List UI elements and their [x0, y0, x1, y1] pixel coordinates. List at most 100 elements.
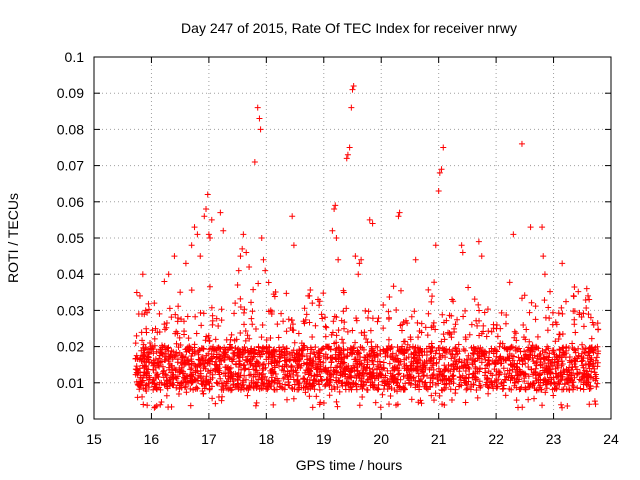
data-point [468, 321, 475, 328]
data-point [534, 355, 541, 362]
data-point [456, 381, 463, 388]
data-point [248, 379, 255, 386]
data-point [359, 385, 366, 392]
data-point [552, 365, 559, 372]
data-point [326, 392, 333, 399]
data-point [369, 358, 376, 365]
data-point [369, 220, 376, 227]
data-point [508, 343, 515, 350]
data-point [432, 242, 439, 249]
data-point [335, 327, 342, 334]
data-point [289, 213, 296, 220]
data-point [212, 336, 219, 343]
data-point [258, 334, 265, 341]
data-point [310, 382, 317, 389]
data-point [153, 402, 160, 409]
data-point [515, 404, 522, 411]
data-point [139, 271, 146, 278]
data-point [485, 384, 492, 391]
data-point [360, 366, 367, 373]
data-point [306, 360, 313, 367]
data-point [557, 347, 564, 354]
data-point [462, 307, 469, 314]
data-point [436, 392, 443, 399]
data-point [405, 354, 412, 361]
data-point [448, 396, 455, 403]
data-point [213, 315, 220, 322]
data-point [350, 82, 357, 89]
data-point [364, 359, 371, 366]
data-point [344, 151, 351, 158]
data-point [200, 390, 207, 397]
data-point [571, 360, 578, 367]
data-point [236, 351, 243, 358]
data-point [385, 316, 392, 323]
data-point [283, 396, 290, 403]
data-point [335, 355, 342, 362]
data-point [218, 380, 225, 387]
data-point [250, 286, 257, 293]
data-point [495, 357, 502, 364]
data-point [338, 354, 345, 361]
data-point [313, 366, 320, 373]
data-point [515, 354, 522, 361]
data-point [243, 249, 250, 256]
data-point [136, 292, 143, 299]
data-point [353, 315, 360, 322]
data-point [335, 256, 342, 263]
data-point [410, 360, 417, 367]
data-point [182, 360, 189, 367]
data-point [393, 352, 400, 359]
data-point [256, 362, 263, 369]
data-point [567, 359, 574, 366]
data-point [414, 364, 421, 371]
data-point [525, 373, 532, 380]
data-point [553, 384, 560, 391]
data-point [384, 376, 391, 383]
data-point [506, 367, 513, 374]
data-point [306, 393, 313, 400]
data-point [220, 227, 227, 234]
data-point [478, 359, 485, 366]
data-point [466, 331, 473, 338]
data-point [280, 375, 287, 382]
data-point [375, 315, 382, 322]
data-point [188, 379, 195, 386]
data-point [174, 359, 181, 366]
data-point [151, 360, 158, 367]
data-point [301, 344, 308, 351]
data-point [368, 348, 375, 355]
data-point [544, 327, 551, 334]
y-tick-label: 0.1 [65, 49, 85, 65]
data-point [203, 206, 210, 213]
data-point [396, 384, 403, 391]
data-point [179, 353, 186, 360]
data-point [328, 331, 335, 338]
data-point [315, 296, 322, 303]
data-point [586, 401, 593, 408]
data-point [591, 398, 598, 405]
data-point [204, 191, 211, 198]
data-point [457, 374, 464, 381]
data-point [453, 358, 460, 365]
data-point [187, 366, 194, 373]
data-point [563, 343, 570, 350]
data-point [523, 326, 530, 333]
data-point [368, 357, 375, 364]
data-point [145, 356, 152, 363]
data-point [361, 357, 368, 364]
data-point [571, 321, 578, 328]
data-point [436, 169, 443, 176]
data-point [539, 402, 546, 409]
data-point [163, 320, 170, 327]
data-point [283, 290, 290, 297]
data-point [135, 369, 142, 376]
data-point [580, 346, 587, 353]
data-point [460, 313, 467, 320]
data-point [293, 369, 300, 376]
data-point [333, 398, 340, 405]
data-point [536, 372, 543, 379]
data-point [467, 355, 474, 362]
data-point [188, 242, 195, 249]
data-point [191, 350, 198, 357]
